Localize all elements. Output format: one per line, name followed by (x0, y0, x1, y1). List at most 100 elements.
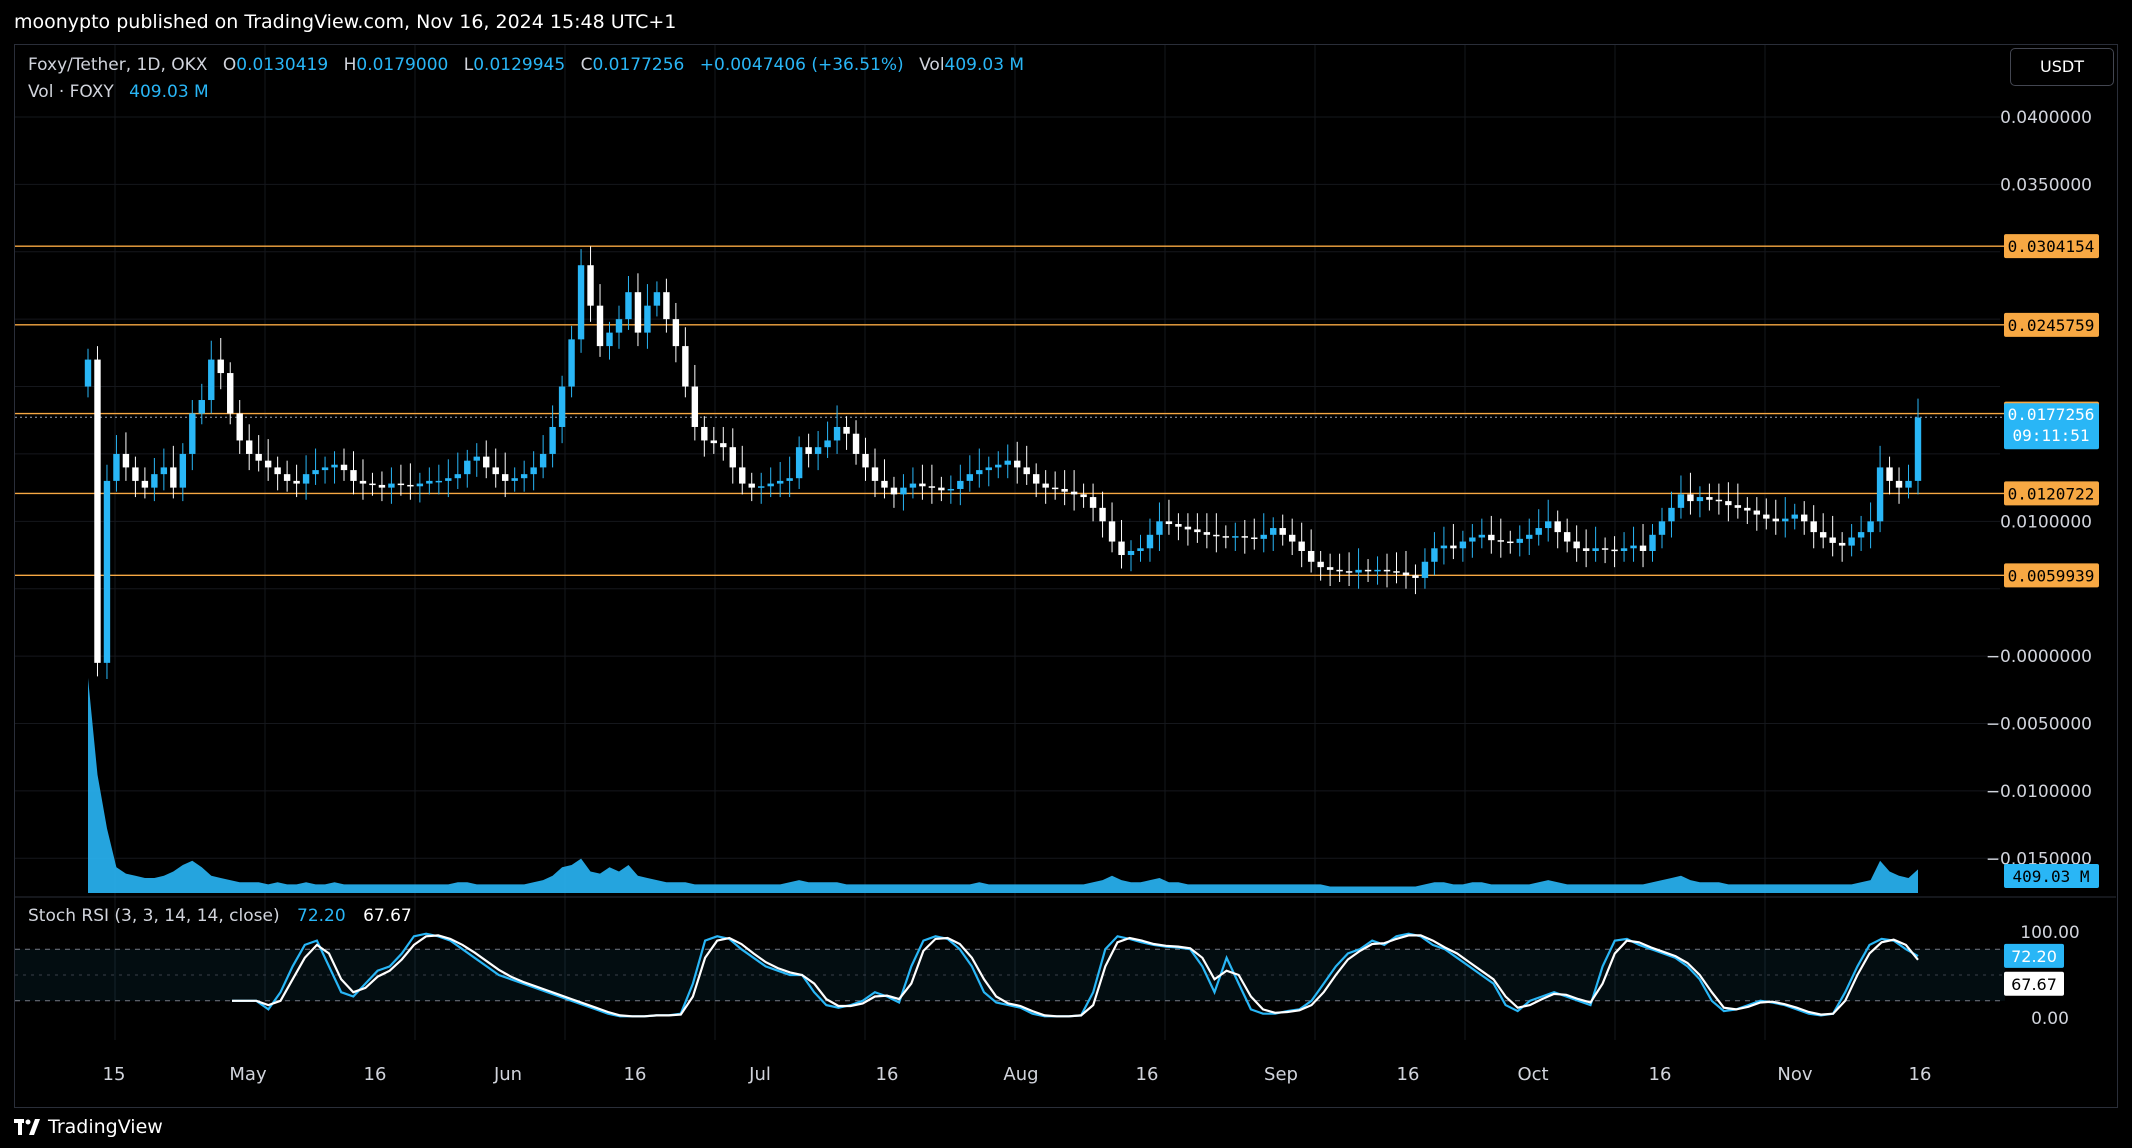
candle (1753, 497, 1761, 531)
candle-body (160, 467, 168, 475)
candle-body (1895, 480, 1903, 488)
candle (1516, 525, 1523, 557)
candle-body (113, 453, 120, 481)
candle-body (739, 467, 746, 484)
candle-body (1307, 550, 1315, 562)
candle (1810, 505, 1817, 549)
candle (710, 426, 718, 454)
candle (814, 431, 822, 471)
candle (1801, 501, 1808, 535)
candle (1232, 522, 1239, 551)
y-tick-label: −0.0100000 (1986, 782, 2092, 802)
candle-body (1374, 569, 1381, 572)
brand-label: TradingView (48, 1116, 163, 1138)
candle (208, 340, 215, 414)
candle (122, 432, 130, 481)
candle (758, 472, 765, 504)
candle-body (1108, 521, 1116, 542)
candle-body (1563, 532, 1571, 542)
currency-button[interactable]: USDT (2010, 48, 2114, 86)
candle (350, 451, 357, 495)
candle (302, 455, 310, 500)
candle-body (217, 359, 224, 374)
candle-body (511, 478, 518, 481)
candle (1279, 514, 1286, 546)
candle-body (302, 474, 310, 484)
candle (132, 456, 139, 498)
candle-body (1137, 548, 1144, 551)
level-tag-bg (2004, 563, 2099, 588)
candle-body (198, 400, 205, 414)
volume-series-label[interactable]: Vol · FOXY (28, 82, 114, 102)
candle-body (1459, 541, 1467, 549)
x-tick-label: Jul (748, 1064, 771, 1085)
candle (1042, 470, 1049, 504)
candle (84, 348, 92, 398)
candle (1687, 472, 1694, 515)
candle-body (1819, 532, 1827, 538)
candle-body (340, 464, 348, 471)
open-label: O (222, 55, 237, 75)
x-tick-label: Aug (1003, 1064, 1038, 1085)
last-price-value: 0.0177256 (2008, 405, 2095, 424)
candle (729, 428, 736, 484)
countdown-value: 09:11:51 (2012, 426, 2089, 445)
candle (663, 278, 670, 333)
candle-body (1431, 548, 1438, 562)
candle (1876, 445, 1884, 533)
candle-body (1232, 536, 1239, 538)
candle-body (1545, 521, 1552, 529)
tradingview-icon (14, 1119, 40, 1135)
candle-body (909, 483, 917, 488)
candle (321, 456, 329, 484)
x-tick-label: 16 (1136, 1064, 1159, 1085)
candle-body (426, 480, 433, 484)
candle-body (1687, 494, 1694, 502)
candle (1127, 540, 1135, 572)
stoch-legend: Stoch RSI (3, 3, 14, 14, close) 72.20 67… (28, 906, 412, 926)
candle (530, 451, 537, 491)
candle (407, 463, 414, 500)
symbol-label[interactable]: Foxy/Tether, 1D, OKX (28, 55, 208, 75)
volume-series-value: 409.03 M (129, 82, 209, 102)
y-tick-label: 0.0400000 (2000, 108, 2092, 128)
candle (748, 472, 755, 502)
candle (1857, 515, 1865, 551)
candle-body (530, 467, 537, 475)
stoch-k-tag: 72.20 (2004, 943, 2064, 968)
candle (1620, 532, 1628, 562)
candle (672, 302, 680, 363)
x-tick-label: 16 (1909, 1064, 1932, 1085)
candle-body (1677, 494, 1685, 508)
candle-body (1725, 501, 1732, 506)
candle-body (1032, 474, 1040, 484)
candle (1004, 444, 1011, 479)
candle (1459, 530, 1467, 562)
candle (483, 440, 490, 479)
candle-body (862, 453, 869, 468)
stoch-label[interactable]: Stoch RSI (3, 3, 14, 14, close) (28, 906, 280, 926)
tradingview-logo[interactable]: TradingView (14, 1116, 163, 1138)
candle (995, 451, 1002, 479)
candle (549, 405, 556, 468)
candle-body (701, 426, 708, 441)
candle (596, 284, 604, 357)
candle-body (1051, 487, 1059, 490)
top-bar: moonypto published on TradingView.com, N… (0, 0, 2132, 44)
candle-body (350, 470, 357, 481)
volume-area (88, 678, 1918, 893)
candle-body (1099, 507, 1106, 522)
candle (1298, 522, 1305, 568)
candle (1450, 524, 1457, 560)
candle-body (1772, 518, 1779, 522)
candle (331, 451, 338, 484)
candle (606, 321, 613, 360)
candle-body (1554, 521, 1561, 533)
candle-body (1905, 480, 1912, 488)
candle-body (1042, 483, 1049, 488)
candle (871, 448, 879, 498)
candle-body (321, 467, 329, 471)
candle-body (795, 447, 803, 479)
candle-body (1080, 494, 1087, 498)
